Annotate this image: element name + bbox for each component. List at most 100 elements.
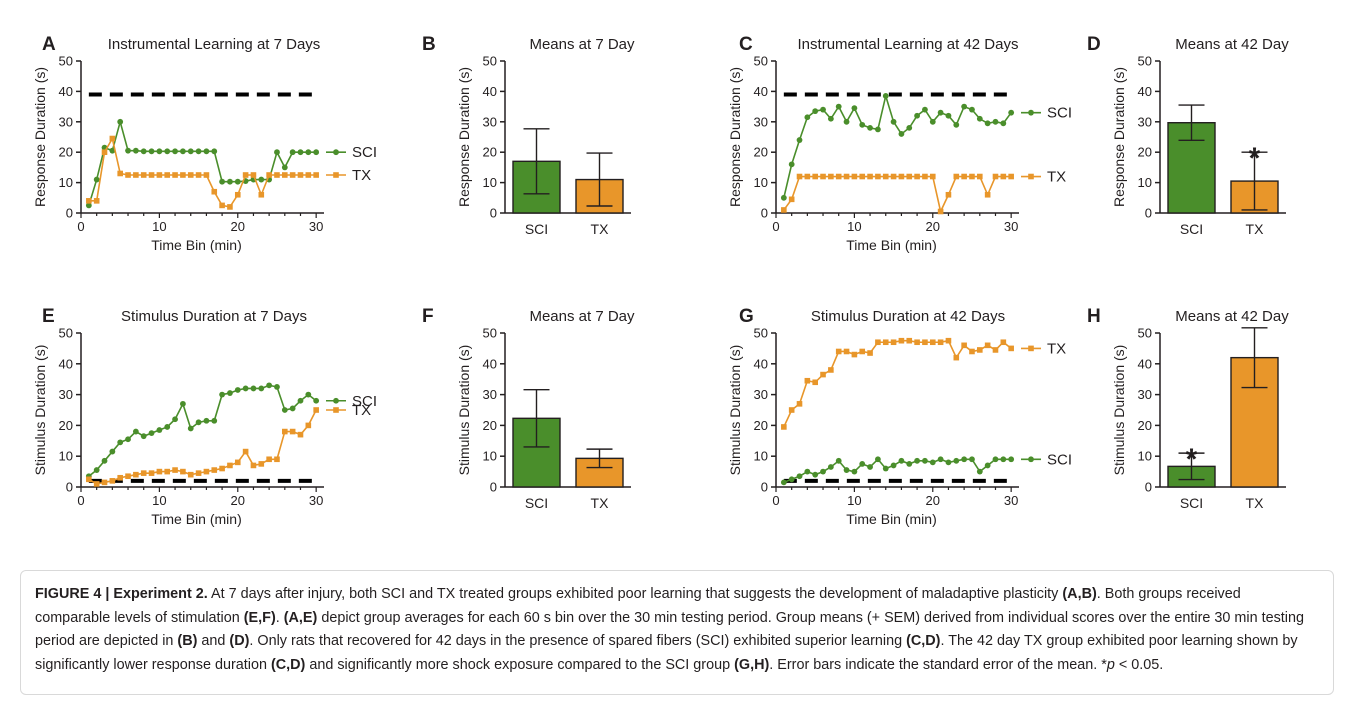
data-point [851, 351, 858, 358]
data-point [922, 457, 928, 464]
data-point [929, 339, 936, 346]
data-point [274, 456, 280, 463]
data-point [266, 456, 272, 463]
series-line [783, 175, 1012, 214]
data-point [828, 367, 834, 373]
data-point [796, 137, 803, 143]
data-point [859, 461, 866, 467]
x-tick-label: 20 [231, 219, 245, 234]
data-point [86, 476, 92, 483]
data-point [164, 148, 171, 155]
data-point [1008, 456, 1015, 463]
caption-segment: . Only rats that recovered for 42 days i… [249, 633, 907, 649]
panel-h: H Means at 42 Day 0 10 20 30 40 50 Stimulus Dura… [1087, 306, 1289, 511]
data-point [875, 456, 881, 463]
caption-segment: . Both groups received comparable levels… [35, 586, 1241, 626]
data-point [101, 149, 108, 155]
y-tick-label: 20 [59, 145, 73, 160]
data-point [929, 118, 936, 125]
data-point [227, 204, 233, 210]
legend-swatch-marker [1028, 456, 1034, 463]
y-axis-label: Stimulus Duration (s) [456, 345, 472, 476]
data-point [258, 191, 265, 198]
data-point [258, 461, 265, 467]
data-point [859, 348, 866, 355]
data-point [195, 470, 202, 476]
legend-label: TX [352, 402, 371, 419]
panel-f: F Means at 7 Day 0 10 20 30 40 50 Stimulus Durat… [422, 306, 635, 511]
panel-letter: C [739, 34, 753, 55]
data-point [827, 464, 834, 470]
significance-marker: * [1186, 443, 1198, 476]
data-point [937, 339, 944, 346]
data-point [781, 207, 787, 213]
data-point [1000, 173, 1007, 180]
y-axis-label: Response Duration (s) [1111, 67, 1127, 207]
data-point [890, 173, 897, 180]
y-tick-label: 50 [59, 326, 73, 341]
y-tick-label: 50 [754, 54, 768, 69]
panel-title: Means at 7 Day [529, 36, 635, 53]
y-tick-label: 40 [59, 356, 73, 371]
y-tick-label: 50 [1138, 326, 1152, 341]
legend-label: SCI [1047, 451, 1072, 468]
data-point [788, 476, 795, 483]
data-point [297, 397, 304, 404]
legend-swatch-marker [333, 407, 339, 413]
data-point [156, 468, 163, 475]
data-point [250, 462, 257, 469]
data-point [859, 173, 866, 180]
x-tick-label: 20 [231, 493, 245, 508]
caption-segment: At 7 days after injury, both SCI and TX … [207, 586, 1063, 602]
data-point [922, 106, 928, 113]
y-tick-label: 20 [1138, 418, 1152, 433]
data-point [867, 464, 873, 470]
data-point [180, 468, 186, 475]
data-point [882, 465, 889, 472]
data-point [289, 149, 296, 156]
data-point [867, 173, 873, 180]
data-point [804, 377, 811, 384]
data-point [922, 339, 928, 346]
data-point [109, 478, 116, 484]
data-point [274, 172, 280, 178]
data-point [180, 400, 186, 407]
data-point [282, 428, 288, 435]
series-sci: SCI [85, 382, 377, 480]
y-tick-label: 0 [490, 480, 497, 495]
data-point [297, 431, 304, 438]
data-point [977, 347, 983, 353]
data-point [156, 172, 163, 178]
data-point [945, 337, 952, 344]
x-tick-label: 10 [152, 493, 166, 508]
data-point [969, 456, 975, 463]
panel-b: B Means at 7 Day 0 10 20 30 40 50 Response Durat… [422, 34, 635, 237]
data-point [250, 385, 257, 392]
data-point [977, 173, 983, 180]
y-tick-label: 50 [483, 326, 497, 341]
category-label: SCI [525, 221, 548, 237]
data-point [859, 121, 866, 128]
data-point [258, 176, 265, 183]
data-point [132, 428, 139, 435]
y-tick-label: 30 [483, 114, 497, 129]
y-tick-label: 40 [1138, 356, 1152, 371]
x-tick-label: 0 [77, 219, 84, 234]
data-point [898, 457, 905, 464]
x-tick-label: 10 [847, 493, 861, 508]
y-tick-label: 20 [754, 418, 768, 433]
x-tick-label: 0 [77, 493, 84, 508]
x-axis-label: Time Bin (min) [151, 511, 242, 527]
y-axis-label: Response Duration (s) [456, 67, 472, 207]
data-point [156, 148, 163, 155]
panel-title: Means at 7 Day [529, 308, 635, 325]
data-point [843, 348, 850, 355]
data-point [984, 191, 991, 198]
data-point [796, 473, 803, 480]
caption-segment: (A,B) [1062, 586, 1097, 602]
data-point [133, 172, 139, 178]
data-point [313, 397, 320, 404]
data-point [922, 173, 928, 180]
y-axis-label: Response Duration (s) [32, 67, 48, 207]
